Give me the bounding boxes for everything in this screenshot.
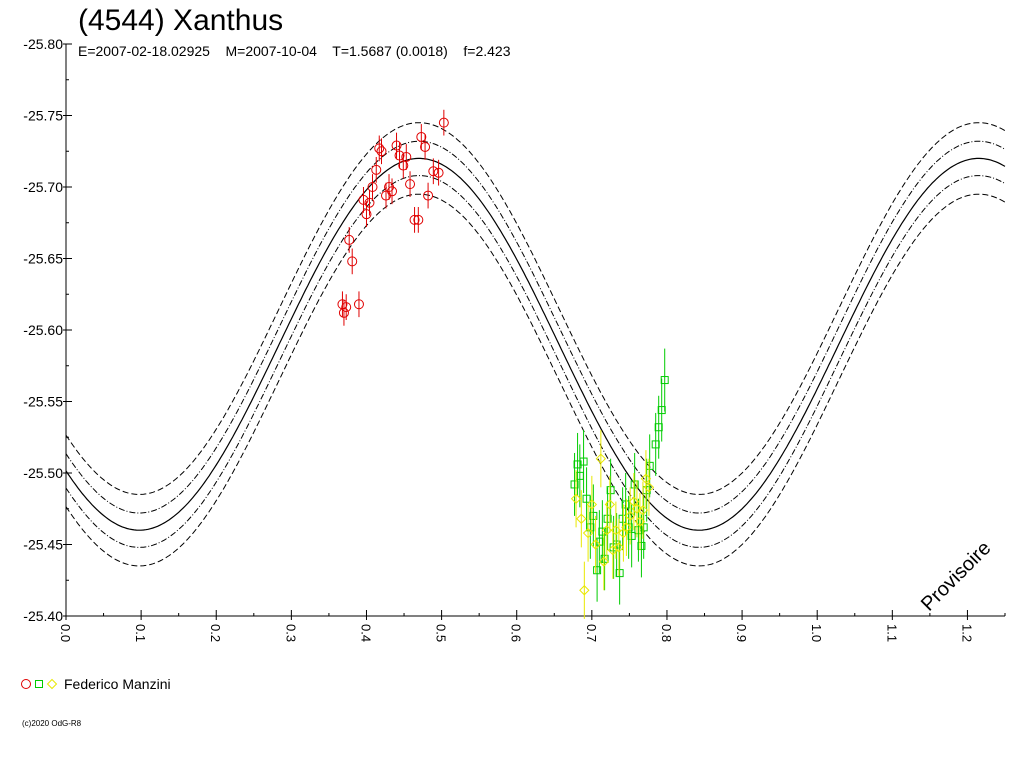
x-tick-label: 0.0 — [58, 624, 73, 642]
data-point — [579, 585, 590, 596]
y-tick-label: -25.75 — [23, 108, 63, 124]
data-point — [438, 117, 449, 128]
data-point — [637, 541, 646, 550]
data-point — [573, 460, 582, 469]
data-point — [364, 197, 375, 208]
data-point — [353, 299, 364, 310]
data-point — [630, 480, 639, 489]
data-point — [394, 150, 405, 161]
data-point — [376, 146, 387, 157]
x-tick-label: 0.1 — [133, 624, 148, 642]
data-point — [358, 194, 369, 205]
fit-curve-dashdot — [65, 140, 1006, 514]
x-tick-label: 0.3 — [283, 624, 298, 642]
data-point — [590, 539, 601, 550]
y-tick-label: -25.70 — [23, 179, 63, 195]
data-point — [347, 256, 358, 267]
data-point — [361, 209, 372, 220]
x-tick-label: 1.2 — [959, 624, 974, 642]
data-point — [589, 511, 598, 520]
legend-marker — [46, 678, 58, 690]
data-point — [367, 182, 378, 192]
fit-curve-dashed — [65, 193, 1006, 567]
watermark: Provisoire — [917, 537, 995, 615]
data-point — [409, 214, 420, 225]
legend-label: Federico Manzini — [64, 676, 171, 692]
chart-title: (4544) Xanthus — [78, 4, 284, 37]
data-point — [621, 522, 632, 533]
data-point — [391, 140, 402, 151]
y-tick-label: -25.45 — [23, 537, 63, 553]
legend: Federico Manzini — [20, 676, 171, 692]
y-tick-label: -25.65 — [23, 251, 63, 267]
x-tick-label: 0.7 — [584, 624, 599, 642]
data-point — [416, 131, 427, 142]
data-point — [576, 513, 587, 524]
x-tick-label: 1.1 — [884, 624, 899, 642]
data-point — [600, 554, 609, 563]
data-point — [371, 164, 382, 175]
fit-curve-dashed — [65, 122, 1006, 495]
y-tick-label: -25.80 — [23, 36, 63, 52]
y-tick-label: -25.50 — [23, 465, 63, 481]
data-point — [405, 179, 416, 190]
legend-markers-icon — [21, 678, 58, 690]
x-tick-label: 0.6 — [509, 624, 524, 642]
x-tick-label: 0.4 — [358, 624, 373, 642]
x-tick-label: 0.2 — [208, 624, 223, 642]
y-tick-label: -25.40 — [23, 608, 63, 624]
data-point — [433, 167, 444, 178]
data-point — [643, 482, 655, 493]
data-point — [586, 499, 598, 510]
data-point — [401, 151, 412, 162]
y-tick-label: -25.60 — [23, 322, 63, 338]
data-point — [338, 307, 349, 318]
data-point — [627, 531, 636, 540]
data-point — [344, 234, 355, 245]
copyright-note: (c)2020 OdG-R8 — [22, 719, 82, 728]
data-point — [637, 504, 649, 516]
data-point — [613, 542, 625, 553]
data-point — [428, 166, 439, 177]
data-point — [660, 376, 669, 385]
data-point — [413, 214, 424, 225]
data-point — [398, 160, 409, 171]
fit-curve-dashdot — [65, 175, 1006, 548]
data-point — [624, 510, 636, 522]
x-tick-label: 1.0 — [809, 624, 824, 642]
data-point — [582, 527, 594, 539]
chart-subtitle: E=2007-02-18.02925 M=2007-10-04 T=1.5687… — [78, 43, 511, 59]
data-point — [374, 143, 385, 154]
fit-curve — [65, 157, 1006, 531]
data-point — [387, 186, 398, 197]
data-point — [604, 499, 616, 510]
x-tick-label: 0.8 — [659, 624, 674, 642]
legend-marker — [21, 679, 31, 689]
data-point — [595, 453, 607, 464]
data-point — [570, 493, 582, 504]
x-tick-label: 0.9 — [734, 624, 749, 642]
x-tick-label: 0.5 — [434, 624, 449, 642]
data-point — [420, 141, 431, 152]
data-point — [606, 486, 615, 495]
data-point — [423, 190, 434, 201]
data-point — [598, 556, 610, 567]
legend-marker — [35, 680, 43, 688]
y-tick-label: -25.55 — [23, 394, 63, 410]
data-point — [615, 569, 624, 578]
data-point — [598, 527, 607, 536]
data-point — [593, 566, 602, 575]
data-point — [341, 302, 352, 313]
data-point — [579, 457, 588, 466]
